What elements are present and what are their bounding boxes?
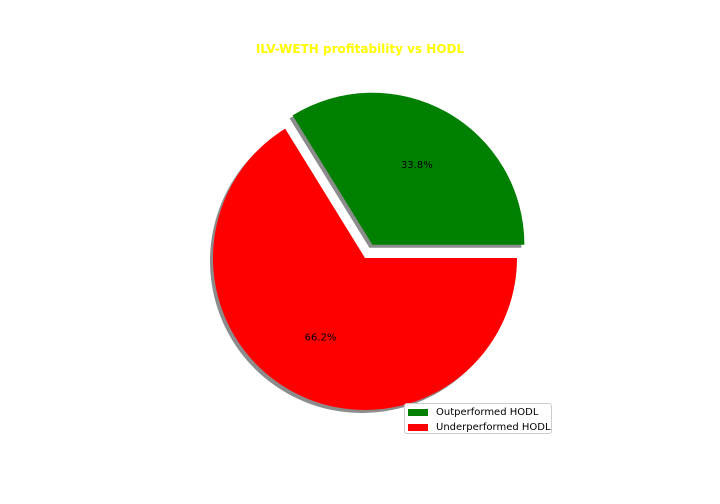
- pct-label-underperformed: 66.2%: [305, 333, 337, 344]
- legend-label-underperformed: Underperformed HODL: [436, 421, 551, 433]
- legend-label-outperformed: Outperformed HODL: [436, 406, 539, 418]
- pie-slices: [213, 92, 525, 410]
- legend: Outperformed HODL Underperformed HODL: [404, 403, 552, 434]
- pie-slice-underperformed: [213, 128, 517, 410]
- legend-swatch-outperformed: [408, 408, 428, 416]
- pct-label-outperformed: 33.8%: [401, 160, 433, 171]
- legend-swatch-underperformed: [408, 423, 428, 431]
- legend-item-outperformed: Outperformed HODL: [408, 405, 538, 419]
- legend-item-underperformed: Underperformed HODL: [408, 420, 551, 434]
- pie-slice-outperformed: [292, 92, 525, 245]
- chart-title: ILV-WETH profitability vs HODL: [255, 42, 465, 56]
- pie-labels: 33.8% 66.2%: [305, 160, 433, 344]
